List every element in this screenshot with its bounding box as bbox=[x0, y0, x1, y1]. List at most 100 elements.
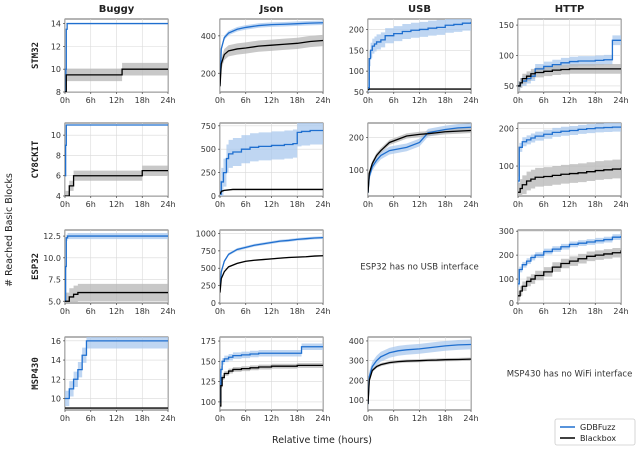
y-tick-label: 8 bbox=[56, 88, 61, 97]
x-tick-label: 24h bbox=[463, 96, 478, 105]
x-tick-label: 6h bbox=[389, 414, 399, 423]
y-tick-label: 500 bbox=[201, 264, 216, 273]
series-line-blackbox bbox=[65, 291, 168, 302]
panel-esp32-json bbox=[220, 230, 323, 303]
x-tick-label: 12h bbox=[264, 307, 279, 316]
x-tick-label: 18h bbox=[290, 307, 305, 316]
y-tick-label: 200 bbox=[499, 251, 514, 260]
series-line-gdbfuzz bbox=[220, 129, 323, 195]
panel-frames bbox=[63, 18, 622, 412]
y-tick-label: 150 bbox=[349, 46, 364, 55]
x-tick-label: 0h bbox=[215, 200, 225, 209]
row-label-esp32: ESP32 bbox=[31, 253, 41, 280]
y-tick-label: 175 bbox=[201, 337, 216, 346]
panel-esp32-buggy bbox=[65, 230, 168, 303]
x-tick-label: 0h bbox=[513, 307, 523, 316]
y-tick-label: 250 bbox=[201, 282, 216, 291]
x-tick-label: 12h bbox=[412, 96, 427, 105]
x-tick-label: 12h bbox=[264, 200, 279, 209]
y-tick-label: 100 bbox=[499, 275, 514, 284]
x-tick-label: 0h bbox=[60, 307, 70, 316]
y-tick-label: 5.0 bbox=[48, 297, 61, 306]
x-tick-label: 6h bbox=[86, 307, 96, 316]
legend-label-gdbfuzz: GDBFuzz bbox=[580, 423, 615, 432]
series-line-gdbfuzz bbox=[65, 235, 168, 302]
x-tick-label: 0h bbox=[513, 200, 523, 209]
x-tick-label: 18h bbox=[135, 414, 150, 423]
panel-cy8ckit-usb bbox=[368, 123, 471, 196]
x-tick-label: 18h bbox=[135, 307, 150, 316]
series-line-blackbox bbox=[518, 167, 621, 193]
x-tick-label: 24h bbox=[315, 414, 330, 423]
series-line-gdbfuzz bbox=[518, 39, 621, 87]
y-tick-label: 750 bbox=[201, 122, 216, 131]
y-tick-label: 10 bbox=[51, 394, 61, 403]
x-tick-label: 18h bbox=[438, 414, 453, 423]
series-band-blackbox bbox=[518, 245, 621, 301]
x-tick-label: 18h bbox=[135, 200, 150, 209]
y-tick-label: 1000 bbox=[196, 229, 216, 238]
x-tick-label: 24h bbox=[160, 96, 175, 105]
x-tick-label: 24h bbox=[613, 307, 628, 316]
x-tick-label: 0h bbox=[215, 414, 225, 423]
y-tick-label: 200 bbox=[349, 376, 364, 385]
row-label-cy8ckit: CY8CKIT bbox=[31, 140, 41, 179]
series-line-gdbfuzz bbox=[220, 236, 323, 290]
x-tick-label: 12h bbox=[109, 414, 124, 423]
column-title-usb: USB bbox=[408, 4, 431, 15]
y-tick-label: 150 bbox=[499, 21, 514, 30]
y-tick-label: 12.5 bbox=[43, 232, 61, 241]
x-tick-label: 6h bbox=[539, 200, 549, 209]
x-tick-label: 6h bbox=[539, 307, 549, 316]
y-tick-label: 7.5 bbox=[48, 276, 61, 285]
y-tick-label: 250 bbox=[201, 169, 216, 178]
x-tick-label: 12h bbox=[412, 200, 427, 209]
y-tick-label: 100 bbox=[349, 166, 364, 175]
x-tick-label: 6h bbox=[241, 96, 251, 105]
y-tick-label: 10 bbox=[51, 131, 61, 140]
series-line-blackbox bbox=[368, 88, 471, 91]
series-band-blackbox bbox=[65, 62, 168, 92]
series-band-blackbox bbox=[518, 158, 621, 196]
panel-msp430-json bbox=[220, 337, 323, 410]
column-title-json: Json bbox=[259, 4, 284, 15]
series-line-gdbfuzz bbox=[220, 346, 323, 403]
x-tick-label: 0h bbox=[215, 307, 225, 316]
x-tick-label: 18h bbox=[135, 96, 150, 105]
panel-stm32-json bbox=[220, 19, 323, 92]
x-tick-label: 12h bbox=[109, 200, 124, 209]
x-tick-label: 0h bbox=[60, 200, 70, 209]
y-tick-label: 0 bbox=[211, 299, 216, 308]
x-axis-label: Relative time (hours) bbox=[272, 435, 372, 446]
y-tick-label: 200 bbox=[499, 125, 514, 134]
series-line-gdbfuzz bbox=[65, 124, 168, 177]
panel-msp430-buggy bbox=[65, 337, 168, 410]
y-tick-label: 16 bbox=[51, 337, 61, 346]
x-tick-label: 12h bbox=[264, 96, 279, 105]
x-tick-label: 18h bbox=[588, 96, 603, 105]
series-line-blackbox bbox=[220, 364, 323, 407]
panel-msp430-usb bbox=[368, 337, 471, 410]
series-line-gdbfuzz bbox=[368, 21, 471, 89]
y-tick-label: 12 bbox=[51, 375, 61, 384]
x-tick-label: 0h bbox=[363, 96, 373, 105]
series-band-gdbfuzz bbox=[368, 339, 471, 410]
y-tick-label: 150 bbox=[201, 357, 216, 366]
y-tick-label: 14 bbox=[51, 20, 61, 29]
y-tick-label: 100 bbox=[349, 67, 364, 76]
x-tick-label: 18h bbox=[438, 96, 453, 105]
x-tick-label: 6h bbox=[241, 200, 251, 209]
x-tick-label: 6h bbox=[389, 96, 399, 105]
y-tick-label: 400 bbox=[349, 337, 364, 346]
column-title-buggy: Buggy bbox=[99, 4, 135, 15]
x-tick-label: 24h bbox=[463, 200, 478, 209]
series-line-blackbox bbox=[368, 358, 471, 405]
series-band-gdbfuzz bbox=[518, 123, 621, 186]
series-band-blackbox bbox=[220, 362, 323, 409]
y-tick-label: 50 bbox=[354, 88, 364, 97]
x-tick-label: 12h bbox=[109, 307, 124, 316]
series-band-blackbox bbox=[220, 34, 323, 92]
x-tick-label: 18h bbox=[290, 96, 305, 105]
y-tick-label: 750 bbox=[201, 247, 216, 256]
